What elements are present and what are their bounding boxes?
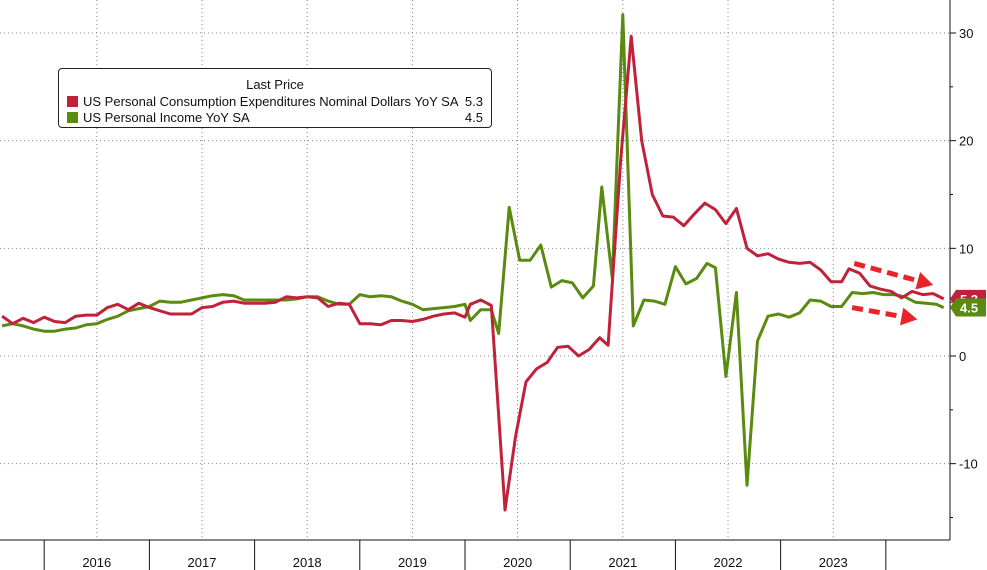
x-tick-label: 2018 bbox=[293, 555, 322, 570]
legend-label-income: US Personal Income YoY SA bbox=[83, 110, 250, 125]
trend-arrow-shaft bbox=[853, 260, 919, 284]
trend-arrow-head bbox=[915, 272, 934, 290]
x-tick-label: 2019 bbox=[398, 555, 427, 570]
y-axis: 30 20 10 0 -10 bbox=[949, 0, 978, 540]
series-line-income bbox=[1, 13, 945, 487]
legend-swatch-income bbox=[67, 112, 78, 123]
last-value-tag-income: 4.5 bbox=[950, 298, 986, 317]
legend-value-income: 4.5 bbox=[464, 110, 483, 125]
legend-swatch-pce bbox=[67, 96, 78, 107]
legend-entry-income: US Personal Income YoY SA 4.5 bbox=[59, 110, 491, 126]
x-tick-label: 2023 bbox=[819, 555, 848, 570]
last-value-tags: 5.34.5 bbox=[950, 289, 986, 317]
x-axis: 2016 2017 2018 2019 2020 2021 2022 2023 bbox=[0, 539, 950, 570]
x-tick-label: 2016 bbox=[82, 555, 111, 570]
y-tick-label: 0 bbox=[959, 349, 966, 364]
legend-entry-pce: US Personal Consumption Expenditures Nom… bbox=[59, 94, 491, 110]
series-line-pce bbox=[1, 34, 945, 512]
legend-value-pce: 5.3 bbox=[464, 94, 483, 109]
series-layer bbox=[1, 13, 945, 512]
legend: Last Price US Personal Consumption Expen… bbox=[58, 68, 492, 128]
x-tick-label: 2017 bbox=[188, 555, 217, 570]
x-tick-label: 2022 bbox=[714, 555, 743, 570]
y-tick-label: -10 bbox=[959, 457, 978, 472]
trend-arrow-shaft bbox=[851, 305, 903, 319]
y-tick-label: 30 bbox=[959, 26, 973, 41]
legend-title: Last Price bbox=[246, 77, 304, 92]
legend-label-pce: US Personal Consumption Expenditures Nom… bbox=[83, 94, 459, 109]
x-tick-label: 2021 bbox=[608, 555, 637, 570]
y-tick-label: 20 bbox=[959, 134, 973, 149]
trend-arrow-head bbox=[900, 307, 918, 326]
last-value-label: 4.5 bbox=[960, 301, 978, 316]
x-axis-separators bbox=[43, 540, 887, 570]
y-tick-label: 10 bbox=[959, 241, 973, 256]
annotation-arrows bbox=[851, 260, 934, 326]
x-tick-label: 2020 bbox=[503, 555, 532, 570]
